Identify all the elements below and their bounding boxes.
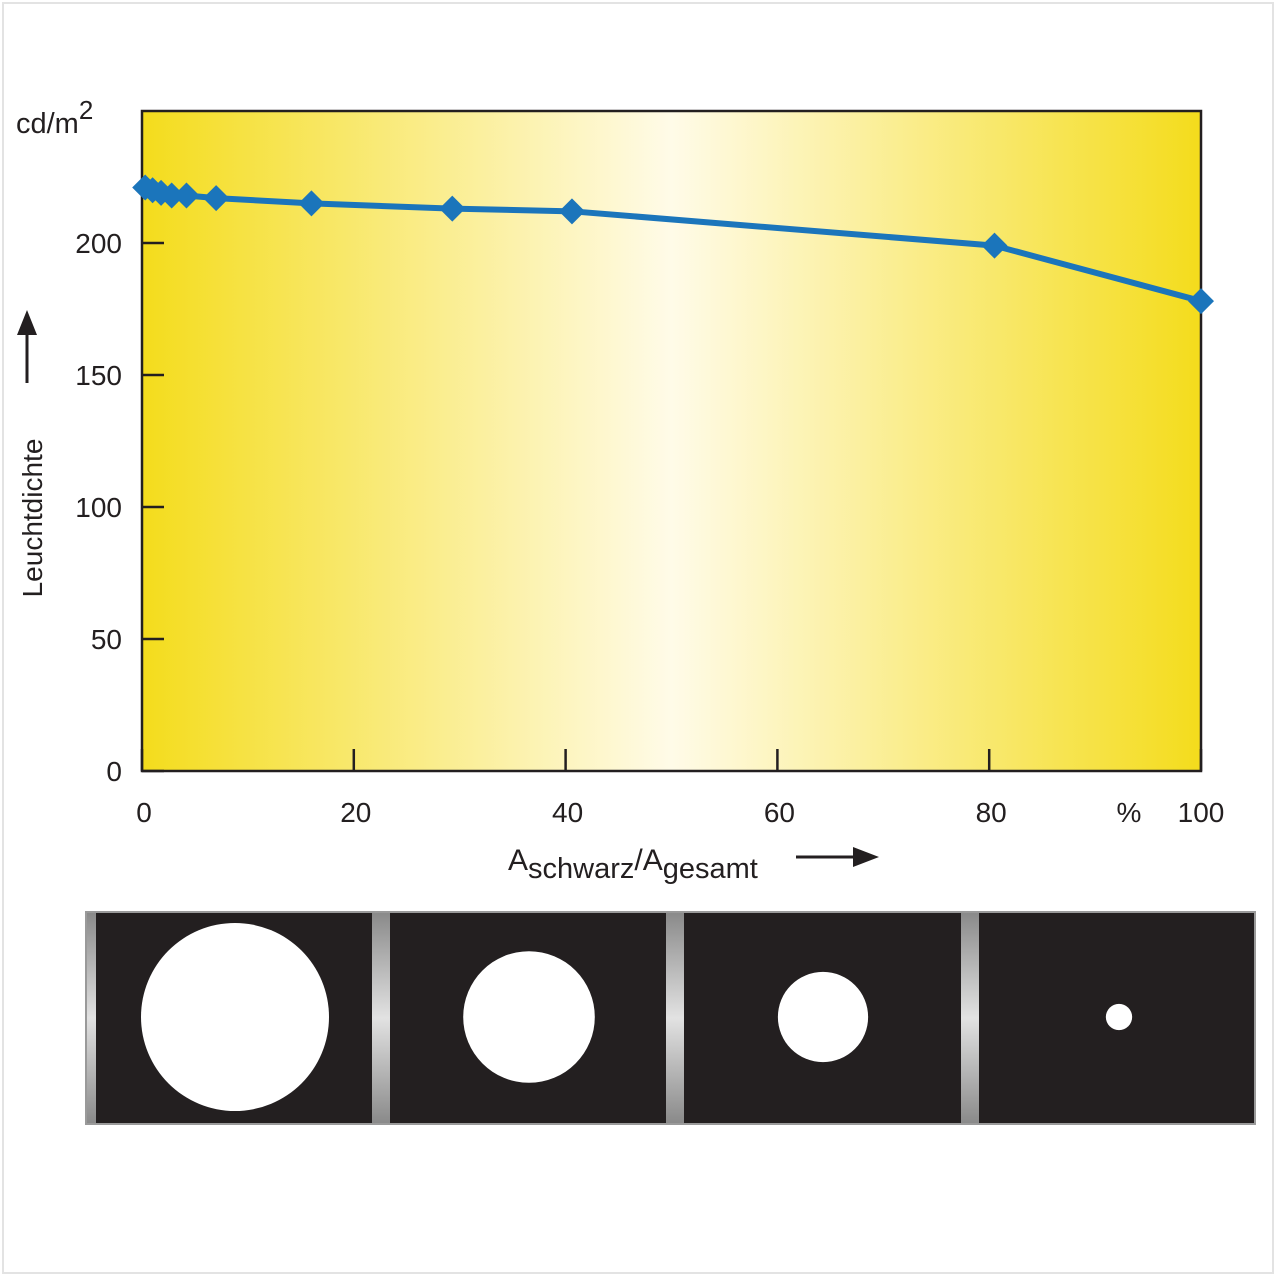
strip-circle: [1105, 1003, 1133, 1031]
strip-separator: [666, 913, 684, 1123]
data-point-marker: [439, 195, 466, 222]
data-point-marker: [298, 190, 325, 217]
data-point-marker: [173, 182, 200, 209]
data-point-marker: [558, 198, 585, 225]
y-axis-label: Leuchtdichte: [17, 439, 48, 598]
y-tick-label: 200: [75, 228, 122, 259]
strip-separator: [87, 913, 96, 1123]
x-tick-label: 40: [552, 797, 583, 828]
plot-area: [140, 109, 1203, 773]
data-point-marker: [203, 185, 230, 212]
y-tick-label: 0: [106, 756, 122, 787]
strip-separator: [372, 913, 390, 1123]
data-point-marker: [158, 182, 185, 209]
pattern-strip: [85, 911, 1256, 1125]
strip-separator: [961, 913, 979, 1123]
x-tick-label: 20: [340, 797, 371, 828]
series-layer: [132, 174, 1214, 315]
y-tick-label: 50: [91, 624, 122, 655]
data-point-marker: [981, 232, 1008, 259]
y-axis-ticks: 0 50 100 150 200: [75, 228, 164, 787]
y-unit-label: cd/m2: [16, 95, 93, 140]
x-unit-label: %: [1117, 797, 1142, 828]
data-point-marker: [1188, 288, 1214, 315]
y-tick-label: 150: [75, 360, 122, 391]
x-axis-ticks: 0 20 40 60 80 100: [136, 749, 1224, 828]
strip-circle: [777, 971, 869, 1063]
x-tick-label: 100: [1178, 797, 1225, 828]
y-axis-arrow: [17, 310, 37, 383]
x-tick-label: 60: [764, 797, 795, 828]
x-tick-label: 80: [976, 797, 1007, 828]
x-tick-label: 0: [136, 797, 152, 828]
strip-circle: [463, 951, 595, 1083]
strip-circle: [141, 923, 329, 1111]
x-axis-arrow: [796, 847, 879, 867]
y-tick-label: 100: [75, 492, 122, 523]
x-axis-label: Aschwarz/Agesamt: [508, 844, 758, 885]
